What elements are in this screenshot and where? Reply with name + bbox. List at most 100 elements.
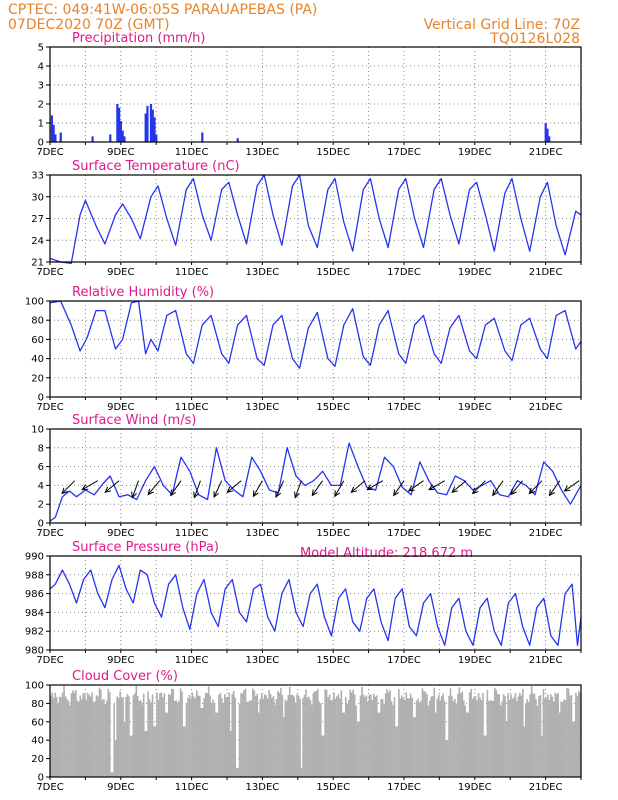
cloud-cover-bar	[567, 688, 570, 777]
cloud-cover-bar	[347, 699, 350, 777]
cloud-cover-bar	[417, 698, 419, 777]
cloud-cover-bar	[510, 694, 512, 777]
surface-pressure-ytick-label: 990	[25, 552, 44, 563]
cloud-cover-bar	[492, 700, 495, 777]
cloud-cover-bar	[52, 697, 55, 777]
cloud-cover-bar	[209, 695, 211, 777]
cloud-cover-bar	[83, 693, 86, 777]
cloud-cover-bar	[434, 712, 437, 777]
wind-arrow-head	[393, 489, 400, 497]
precipitation-bar	[123, 136, 126, 142]
cloud-cover-bar	[92, 702, 95, 777]
cloud-cover-bar	[210, 702, 213, 777]
cloud-cover-bar	[88, 694, 90, 777]
surface-pressure-ytick-label: 982	[25, 627, 44, 638]
cloud-cover-bar	[274, 704, 276, 777]
cloud-cover-ytick-label: 80	[31, 699, 44, 710]
surface-temperature-xtick-label: 19DEC	[458, 267, 492, 278]
cloud-cover-bar	[148, 699, 151, 777]
cloud-cover-bar	[275, 699, 278, 777]
cloud-cover-bar	[247, 701, 250, 777]
cloud-cover-bar	[529, 694, 531, 777]
cloud-cover-bar	[76, 700, 79, 777]
cloud-cover-bar	[173, 701, 176, 777]
cloud-cover-bar	[545, 697, 548, 777]
cloud-cover-bar	[551, 696, 554, 777]
cloud-cover-bar	[507, 693, 509, 777]
cloud-cover-bar	[218, 694, 220, 777]
cloud-cover-bar	[498, 694, 500, 777]
precipitation-ytick-label: 1	[38, 119, 44, 130]
cloud-cover-bar	[458, 687, 461, 777]
precipitation-ytick-label: 4	[38, 62, 44, 73]
wind-arrow-head	[492, 489, 499, 497]
relative-humidity-ytick-label: 80	[31, 316, 44, 327]
cloud-cover-bar	[296, 694, 298, 777]
cloud-cover-bar	[243, 689, 245, 777]
wind-arrow-head	[252, 490, 259, 498]
surface-pressure-frame	[49, 555, 582, 651]
precipitation-ytick-label: 5	[38, 43, 44, 54]
cloud-cover-bar	[511, 698, 514, 777]
cloud-cover-bar	[535, 699, 537, 777]
cloud-cover-bar	[396, 726, 399, 777]
cloud-cover-bar	[344, 696, 347, 777]
cloud-cover-title: Cloud Cover (%)	[72, 669, 178, 684]
cloud-cover-bar	[470, 688, 472, 777]
cloud-cover-bar	[330, 700, 332, 777]
cloud-cover-bar	[519, 692, 521, 777]
relative-humidity-panel: Relative Humidity (%) 0 20 40 60 80 100 7DEC 9DE…	[25, 285, 582, 413]
precipitation-bar	[146, 105, 149, 142]
cloud-cover-bar	[461, 691, 464, 777]
surface-temperature-frame	[49, 174, 582, 263]
surface-pressure-panel: Surface Pressure (hPa) 980 982 984 986 988 990…	[25, 540, 582, 666]
cloud-cover-bar	[381, 699, 384, 777]
cloud-cover-bar	[361, 686, 363, 777]
cloud-cover-bar	[353, 694, 356, 777]
surface-temperature-series-line	[49, 174, 582, 265]
cloud-cover-bar	[159, 693, 161, 777]
relative-humidity-xtick-label: 21DEC	[529, 402, 563, 413]
cloud-cover-bar	[269, 693, 272, 777]
precipitation-bar	[153, 117, 156, 142]
cloud-cover-bar	[147, 691, 149, 777]
wind-arrow	[61, 480, 76, 494]
wind-arrow	[193, 480, 201, 498]
cloud-cover-bar	[260, 693, 263, 777]
cloud-cover-bar	[284, 699, 287, 777]
cloud-cover-bar	[349, 689, 352, 777]
cloud-cover-xtick-label: 19DEC	[458, 782, 492, 793]
precipitation-bar	[155, 134, 158, 142]
cloud-cover-xtick-label: 17DEC	[387, 782, 421, 793]
cloud-cover-bar	[229, 731, 232, 777]
cloud-cover-bar	[95, 695, 98, 777]
cloud-cover-bar	[572, 721, 574, 777]
surface-temperature-xtick-label: 13DEC	[246, 267, 280, 278]
wind-arrow-head	[451, 486, 459, 494]
cloud-cover-bar	[544, 698, 546, 777]
wind-arrow-head	[294, 491, 300, 499]
wind-arrow	[227, 480, 242, 493]
precipitation-ytick-label: 3	[38, 81, 44, 92]
cloud-cover-bar	[228, 692, 231, 777]
cloud-cover-bar	[114, 740, 117, 777]
cloud-cover-bar	[250, 700, 253, 777]
relative-humidity-xtick-label: 11DEC	[175, 402, 209, 413]
cloud-cover-bar	[72, 690, 74, 777]
cloud-cover-bar	[176, 702, 179, 777]
cloud-cover-bar	[405, 692, 408, 777]
cloud-cover-bar	[358, 721, 360, 777]
cloud-cover-bar	[333, 692, 335, 777]
cloud-cover-bar	[328, 694, 331, 777]
cloud-cover-bar	[288, 686, 291, 777]
precipitation-bar	[54, 134, 57, 142]
cloud-cover-bar	[281, 694, 284, 777]
cloud-cover-bar	[170, 688, 173, 777]
cloud-cover-bar	[280, 687, 282, 777]
precipitation-bar	[109, 134, 112, 142]
cloud-cover-bar	[421, 688, 424, 777]
cloud-cover-bar	[464, 705, 467, 777]
cloud-cover-bar	[244, 688, 247, 777]
wind-arrow	[213, 480, 223, 498]
cloud-cover-bar	[460, 693, 462, 777]
